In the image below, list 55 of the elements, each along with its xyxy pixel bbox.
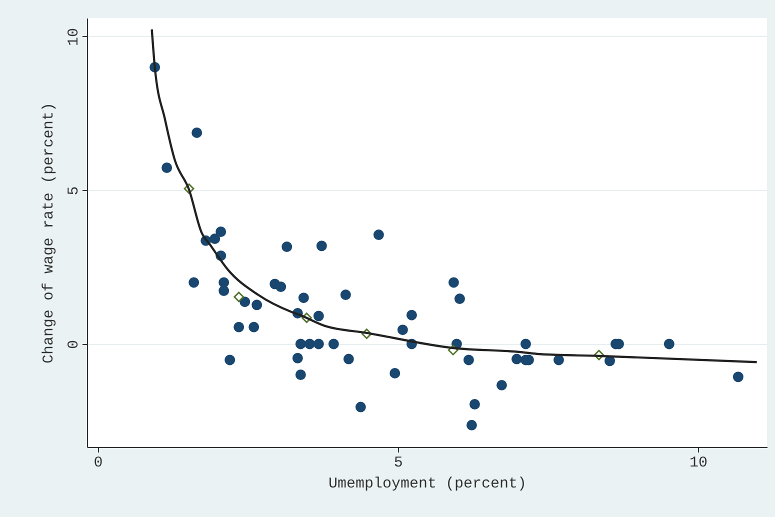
point xyxy=(313,338,324,350)
point xyxy=(276,282,286,292)
point xyxy=(373,230,384,240)
point xyxy=(594,350,604,360)
line-series xyxy=(150,28,758,364)
y-tick-label: 10 xyxy=(66,28,82,46)
x-axis-title: Umemployment (percent) xyxy=(328,476,527,492)
point xyxy=(397,324,408,336)
point xyxy=(252,300,262,310)
point xyxy=(732,372,744,382)
point xyxy=(448,344,458,356)
point xyxy=(304,338,315,350)
point xyxy=(664,338,674,350)
point xyxy=(162,162,172,173)
point xyxy=(469,399,480,410)
point xyxy=(248,322,260,332)
point xyxy=(301,312,312,324)
point xyxy=(340,290,351,300)
y-axis-title: Change of wage rate (percent) xyxy=(40,102,58,364)
point xyxy=(216,226,226,237)
x-tick-label: 0 xyxy=(94,454,103,472)
point xyxy=(224,354,236,366)
point xyxy=(448,277,459,288)
x-tick-label: 5 xyxy=(394,454,403,472)
point xyxy=(295,338,306,350)
point xyxy=(343,354,354,364)
point xyxy=(313,310,324,322)
point xyxy=(316,240,327,252)
point xyxy=(188,277,200,288)
point xyxy=(298,292,309,304)
point xyxy=(282,242,292,252)
point xyxy=(355,402,366,412)
point xyxy=(240,296,250,308)
point xyxy=(192,127,202,138)
point xyxy=(210,234,220,244)
point xyxy=(292,352,303,364)
point xyxy=(234,322,244,332)
point xyxy=(520,338,531,350)
point xyxy=(234,292,244,302)
point xyxy=(406,310,417,320)
point xyxy=(295,370,306,380)
point xyxy=(553,354,564,366)
y-tick-label: 0 xyxy=(66,340,82,349)
point xyxy=(511,354,522,364)
point xyxy=(463,354,474,366)
point xyxy=(328,338,339,350)
point xyxy=(466,420,477,430)
point xyxy=(184,183,194,194)
y-tick-label: 5 xyxy=(66,186,82,196)
point xyxy=(390,368,400,378)
point xyxy=(496,380,507,390)
x-tick-label: 10 xyxy=(689,454,708,472)
point xyxy=(454,294,465,304)
point xyxy=(361,328,372,340)
point xyxy=(218,286,230,296)
